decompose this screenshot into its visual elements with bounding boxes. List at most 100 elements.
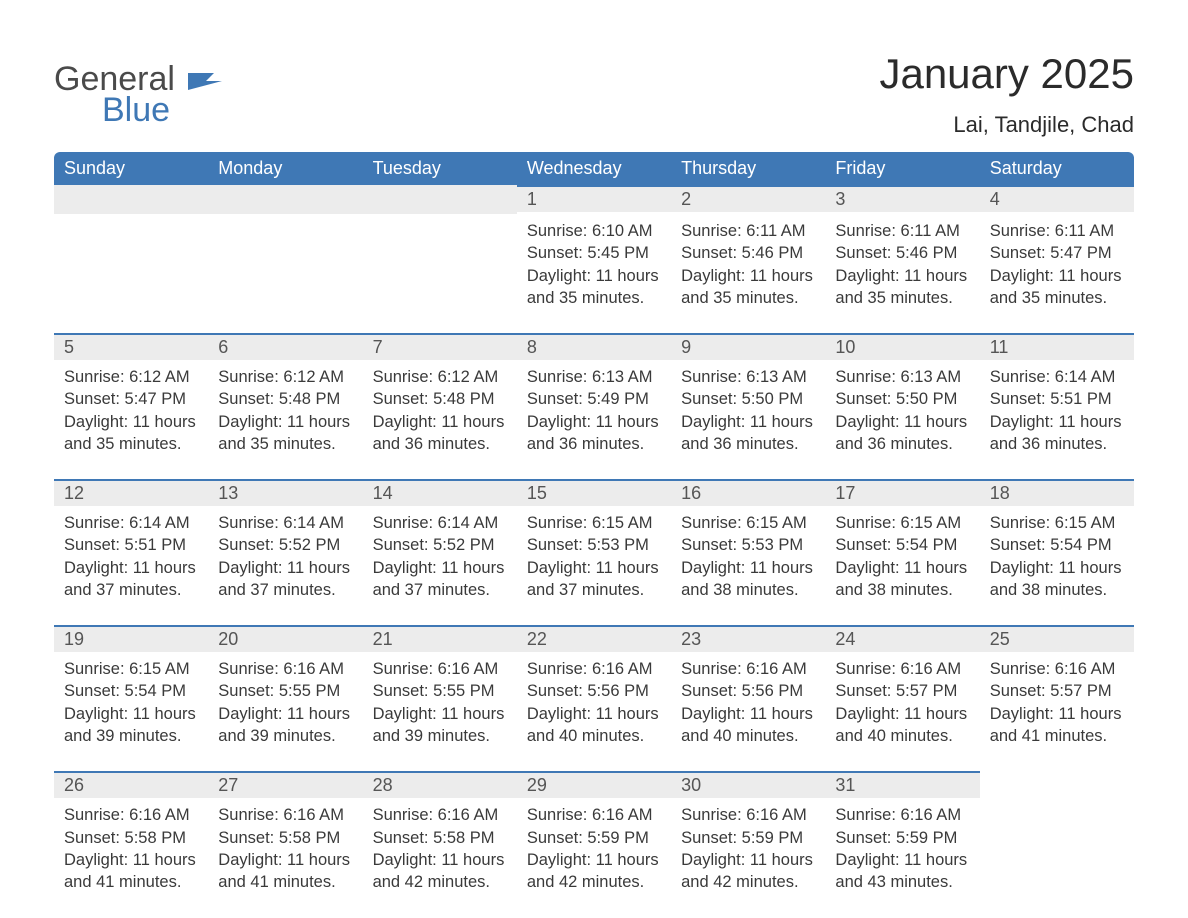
daynum-cell: 28 <box>363 771 517 798</box>
daylight-line: Daylight: 11 hours and 36 minutes. <box>835 411 969 456</box>
calendar-cell: Sunrise: 6:11 AMSunset: 5:46 PMDaylight:… <box>825 214 979 333</box>
calendar-cell: Sunrise: 6:16 AMSunset: 5:56 PMDaylight:… <box>517 652 671 771</box>
daylight-line: Daylight: 11 hours and 41 minutes. <box>64 849 198 894</box>
day-number: 28 <box>363 771 517 798</box>
sunset-line: Sunset: 5:56 PM <box>527 680 661 702</box>
day-number: 18 <box>980 479 1134 506</box>
day-number: 14 <box>363 479 517 506</box>
calendar-page: General Blue January 2025 Lai, Tandjile,… <box>0 0 1188 918</box>
sunset-line: Sunset: 5:46 PM <box>835 242 969 264</box>
daylight-line: Daylight: 11 hours and 36 minutes. <box>990 411 1124 456</box>
daynum-cell: 7 <box>363 333 517 360</box>
day-number: 5 <box>54 333 208 360</box>
sunset-line: Sunset: 5:48 PM <box>373 388 507 410</box>
daylight-line: Daylight: 11 hours and 39 minutes. <box>373 703 507 748</box>
empty-daynum <box>363 185 517 214</box>
sunset-line: Sunset: 5:51 PM <box>990 388 1124 410</box>
calendar-cell <box>208 214 362 333</box>
sunset-line: Sunset: 5:49 PM <box>527 388 661 410</box>
calendar-week-row: Sunrise: 6:12 AMSunset: 5:47 PMDaylight:… <box>54 360 1134 479</box>
daynum-row: 262728293031 <box>54 771 1134 798</box>
sunset-line: Sunset: 5:50 PM <box>681 388 815 410</box>
calendar-cell: Sunrise: 6:16 AMSunset: 5:55 PMDaylight:… <box>363 652 517 771</box>
daylight-line: Daylight: 11 hours and 42 minutes. <box>681 849 815 894</box>
sunset-line: Sunset: 5:58 PM <box>373 827 507 849</box>
day-number: 13 <box>208 479 362 506</box>
daylight-line: Daylight: 11 hours and 37 minutes. <box>64 557 198 602</box>
day-details: Sunrise: 6:13 AMSunset: 5:49 PMDaylight:… <box>517 360 671 455</box>
daynum-cell: 22 <box>517 625 671 652</box>
calendar-cell: Sunrise: 6:16 AMSunset: 5:57 PMDaylight:… <box>980 652 1134 771</box>
sunset-line: Sunset: 5:48 PM <box>218 388 352 410</box>
calendar-week-row: Sunrise: 6:15 AMSunset: 5:54 PMDaylight:… <box>54 652 1134 771</box>
sunset-line: Sunset: 5:58 PM <box>64 827 198 849</box>
sunset-line: Sunset: 5:53 PM <box>681 534 815 556</box>
day-details: Sunrise: 6:16 AMSunset: 5:59 PMDaylight:… <box>517 798 671 893</box>
daylight-line: Daylight: 11 hours and 38 minutes. <box>990 557 1124 602</box>
sunrise-line: Sunrise: 6:12 AM <box>64 366 198 388</box>
day-details: Sunrise: 6:14 AMSunset: 5:52 PMDaylight:… <box>363 506 517 601</box>
day-number: 15 <box>517 479 671 506</box>
calendar-cell: Sunrise: 6:14 AMSunset: 5:51 PMDaylight:… <box>54 506 208 625</box>
sunrise-line: Sunrise: 6:13 AM <box>835 366 969 388</box>
sunset-line: Sunset: 5:58 PM <box>218 827 352 849</box>
sunrise-line: Sunrise: 6:12 AM <box>373 366 507 388</box>
calendar-cell: Sunrise: 6:12 AMSunset: 5:48 PMDaylight:… <box>363 360 517 479</box>
daylight-line: Daylight: 11 hours and 41 minutes. <box>990 703 1124 748</box>
daynum-cell: 10 <box>825 333 979 360</box>
day-details: Sunrise: 6:16 AMSunset: 5:58 PMDaylight:… <box>208 798 362 893</box>
daynum-cell: 21 <box>363 625 517 652</box>
sunrise-line: Sunrise: 6:11 AM <box>835 220 969 242</box>
daylight-line: Daylight: 11 hours and 38 minutes. <box>681 557 815 602</box>
daynum-cell: 16 <box>671 479 825 506</box>
sunset-line: Sunset: 5:55 PM <box>218 680 352 702</box>
day-details: Sunrise: 6:13 AMSunset: 5:50 PMDaylight:… <box>671 360 825 455</box>
day-details: Sunrise: 6:16 AMSunset: 5:59 PMDaylight:… <box>671 798 825 893</box>
sunset-line: Sunset: 5:51 PM <box>64 534 198 556</box>
weekday-header: Thursday <box>671 152 825 185</box>
day-number: 20 <box>208 625 362 652</box>
daynum-cell: 18 <box>980 479 1134 506</box>
day-number: 27 <box>208 771 362 798</box>
page-header: General Blue January 2025 Lai, Tandjile,… <box>54 50 1134 138</box>
daylight-line: Daylight: 11 hours and 37 minutes. <box>373 557 507 602</box>
daylight-line: Daylight: 11 hours and 39 minutes. <box>218 703 352 748</box>
day-number: 16 <box>671 479 825 506</box>
daynum-cell: 20 <box>208 625 362 652</box>
day-number: 29 <box>517 771 671 798</box>
calendar-cell: Sunrise: 6:15 AMSunset: 5:53 PMDaylight:… <box>671 506 825 625</box>
empty-daynum <box>54 185 208 214</box>
calendar-cell: Sunrise: 6:14 AMSunset: 5:52 PMDaylight:… <box>208 506 362 625</box>
calendar-cell <box>363 214 517 333</box>
day-details: Sunrise: 6:11 AMSunset: 5:47 PMDaylight:… <box>980 214 1134 309</box>
sunset-line: Sunset: 5:47 PM <box>990 242 1124 264</box>
day-details: Sunrise: 6:15 AMSunset: 5:53 PMDaylight:… <box>671 506 825 601</box>
day-details: Sunrise: 6:10 AMSunset: 5:45 PMDaylight:… <box>517 214 671 309</box>
daynum-cell: 23 <box>671 625 825 652</box>
daynum-cell: 30 <box>671 771 825 798</box>
daynum-cell: 13 <box>208 479 362 506</box>
day-details: Sunrise: 6:12 AMSunset: 5:48 PMDaylight:… <box>363 360 517 455</box>
calendar-cell: Sunrise: 6:13 AMSunset: 5:49 PMDaylight:… <box>517 360 671 479</box>
calendar-cell: Sunrise: 6:15 AMSunset: 5:54 PMDaylight:… <box>54 652 208 771</box>
daylight-line: Daylight: 11 hours and 35 minutes. <box>527 265 661 310</box>
sunrise-line: Sunrise: 6:16 AM <box>527 804 661 826</box>
daynum-cell: 9 <box>671 333 825 360</box>
daylight-line: Daylight: 11 hours and 36 minutes. <box>527 411 661 456</box>
calendar-cell: Sunrise: 6:12 AMSunset: 5:47 PMDaylight:… <box>54 360 208 479</box>
daynum-cell: 26 <box>54 771 208 798</box>
day-details: Sunrise: 6:16 AMSunset: 5:55 PMDaylight:… <box>208 652 362 747</box>
sunrise-line: Sunrise: 6:12 AM <box>218 366 352 388</box>
daynum-cell: 2 <box>671 185 825 214</box>
sunrise-line: Sunrise: 6:16 AM <box>681 658 815 680</box>
daynum-cell <box>54 185 208 214</box>
day-details: Sunrise: 6:13 AMSunset: 5:50 PMDaylight:… <box>825 360 979 455</box>
daynum-cell: 11 <box>980 333 1134 360</box>
daylight-line: Daylight: 11 hours and 41 minutes. <box>218 849 352 894</box>
calendar-cell: Sunrise: 6:13 AMSunset: 5:50 PMDaylight:… <box>671 360 825 479</box>
day-details: Sunrise: 6:15 AMSunset: 5:53 PMDaylight:… <box>517 506 671 601</box>
day-number: 24 <box>825 625 979 652</box>
calendar-cell: Sunrise: 6:14 AMSunset: 5:52 PMDaylight:… <box>363 506 517 625</box>
title-block: January 2025 Lai, Tandjile, Chad <box>879 50 1134 138</box>
sunrise-line: Sunrise: 6:13 AM <box>681 366 815 388</box>
